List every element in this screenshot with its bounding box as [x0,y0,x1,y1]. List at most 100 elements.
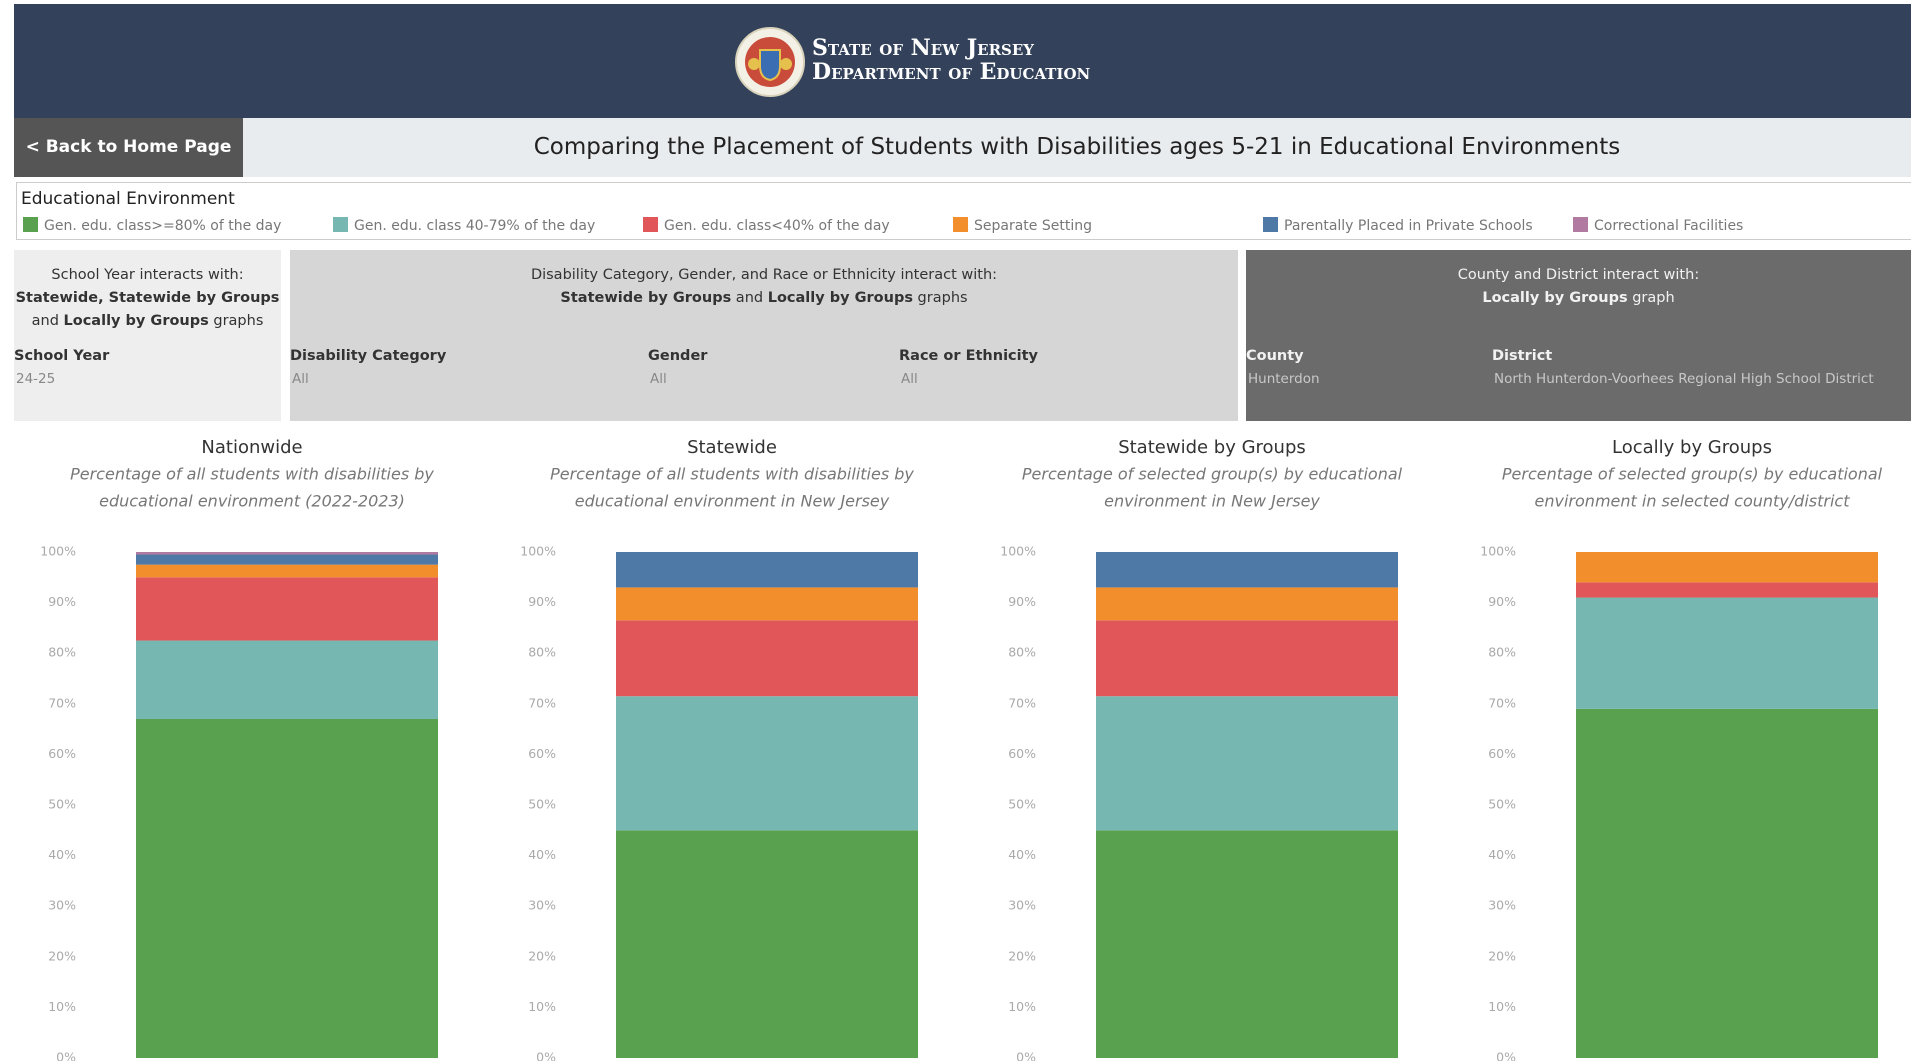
header-text: State of New Jersey Department of Educat… [812,36,1090,84]
legend-label: Gen. edu. class>=80% of the day [44,218,282,234]
legend-label: Correctional Facilities [1594,218,1744,234]
bar-segment [616,830,918,1058]
y-tick-label: 80% [528,645,556,660]
chart-subtitle: educational environment (2022-2023) [99,492,405,511]
description-text: Disability Category, Gender, and Race or… [530,267,998,283]
description-text: Statewide by Groups [560,290,732,306]
filter-label: Race or Ethnicity [899,348,1038,364]
filter-value[interactable]: All [650,371,667,387]
filter-description: Disability Category, Gender, and Race or… [290,264,1238,310]
chart-title: Locally by Groups [1612,437,1772,458]
bar-segment [136,564,438,578]
filter-label: Gender [648,348,708,364]
chart-subtitle: Percentage of selected group(s) by educa… [1502,465,1883,484]
legend-swatch [23,217,38,232]
legend-item: Parentally Placed in Private Schools [1263,217,1533,234]
filter-group: Disability Category, Gender, and Race or… [290,250,1238,421]
chart-subtitle: educational environment in New Jersey [575,492,890,511]
filter-group: County and District interact with: Locall… [1246,250,1911,421]
y-tick-label: 90% [528,594,556,609]
page-title: Comparing the Placement of Students with… [243,118,1911,177]
y-tick-label: 70% [1488,695,1516,710]
chart-title: Statewide [687,437,777,458]
bar-segment [616,696,918,831]
description-line: Statewide by Groups and Locally by Group… [290,287,1238,310]
filter-label: District [1492,348,1553,364]
description-text: graphs [208,313,264,329]
y-tick-label: 100% [1480,544,1516,559]
bar-segment [136,577,438,641]
bar-segment [1576,708,1878,1058]
legend-swatch [1573,217,1588,232]
y-tick-label: 100% [520,544,556,559]
legend: Educational Environment Gen. edu. class>… [16,182,1911,240]
header: State of New Jersey Department of Educat… [14,4,1911,118]
y-tick-label: 80% [48,645,76,660]
description-line: Locally by Groups graph [1246,287,1911,310]
bar-segment [1096,620,1398,697]
bar-segment [1576,552,1878,583]
y-tick-label: 0% [536,1050,556,1061]
legend-item: Gen. edu. class>=80% of the day [23,217,281,234]
legend-swatch [1263,217,1278,232]
legend-swatch [643,217,658,232]
description-text: graphs [912,290,968,306]
y-tick-label: 100% [40,544,76,559]
header-line: Department of Education [812,59,1091,85]
filter-label: County [1246,348,1304,364]
chart-subtitle: environment in selected county/district [1535,492,1851,511]
chart-subtitle: Percentage of selected group(s) by educa… [1022,465,1403,484]
y-tick-label: 60% [1008,746,1036,761]
y-tick-label: 10% [528,999,556,1014]
bar-segment [136,554,438,565]
y-tick-label: 80% [1008,645,1036,660]
y-tick-label: 60% [48,746,76,761]
description-text: County and District interact with: [1457,267,1700,283]
y-tick-label: 40% [528,847,556,862]
filter-value[interactable]: All [292,371,309,387]
y-tick-label: 40% [1488,847,1516,862]
y-tick-label: 10% [1488,999,1516,1014]
legend-swatch [953,217,968,232]
legend-label: Gen. edu. class<40% of the day [664,218,890,234]
chart-subtitle: environment in New Jersey [1104,492,1320,511]
y-tick-label: 0% [56,1050,76,1061]
description-text: Locally by Groups [63,313,209,329]
y-tick-label: 20% [528,948,556,963]
y-tick-label: 50% [48,797,76,812]
chart-subtitle: Percentage of all students with disabili… [550,465,914,484]
bar-segment [1576,582,1878,598]
header-line: State of New Jersey [812,35,1035,61]
y-tick-label: 90% [1488,594,1516,609]
filter-description: School Year interacts with: Statewide, St… [14,264,281,333]
filter-value[interactable]: 24-25 [16,371,56,387]
y-tick-label: 40% [48,847,76,862]
y-tick-label: 50% [1008,797,1036,812]
filter-value[interactable]: All [901,371,918,387]
filter-value[interactable]: North Hunterdon-Voorhees Regional High S… [1494,371,1874,387]
legend-title: Educational Environment [21,189,235,209]
bar-segment [136,718,438,1058]
y-tick-label: 90% [48,594,76,609]
legend-item: Gen. edu. class 40-79% of the day [333,217,595,234]
description-text: and [731,290,768,306]
legend-label: Parentally Placed in Private Schools [1284,218,1533,234]
legend-label: Gen. edu. class 40-79% of the day [354,218,596,234]
bar-segment [616,552,918,588]
y-tick-label: 30% [48,898,76,913]
description-text: School Year interacts with: [51,267,244,283]
y-tick-label: 80% [1488,645,1516,660]
legend-item: Gen. edu. class<40% of the day [643,217,890,234]
back-button[interactable]: < Back to Home Page [14,118,243,177]
description-text: Locally by Groups [767,290,913,306]
legend-label: Separate Setting [974,218,1092,234]
y-tick-label: 10% [48,999,76,1014]
y-tick-label: 60% [528,746,556,761]
filter-description: County and District interact with: Locall… [1246,264,1911,310]
bar-segment [1096,696,1398,831]
description-line: School Year interacts with: [14,264,281,287]
y-tick-label: 30% [1008,898,1036,913]
y-tick-label: 60% [1488,746,1516,761]
filter-value[interactable]: Hunterdon [1248,371,1320,387]
